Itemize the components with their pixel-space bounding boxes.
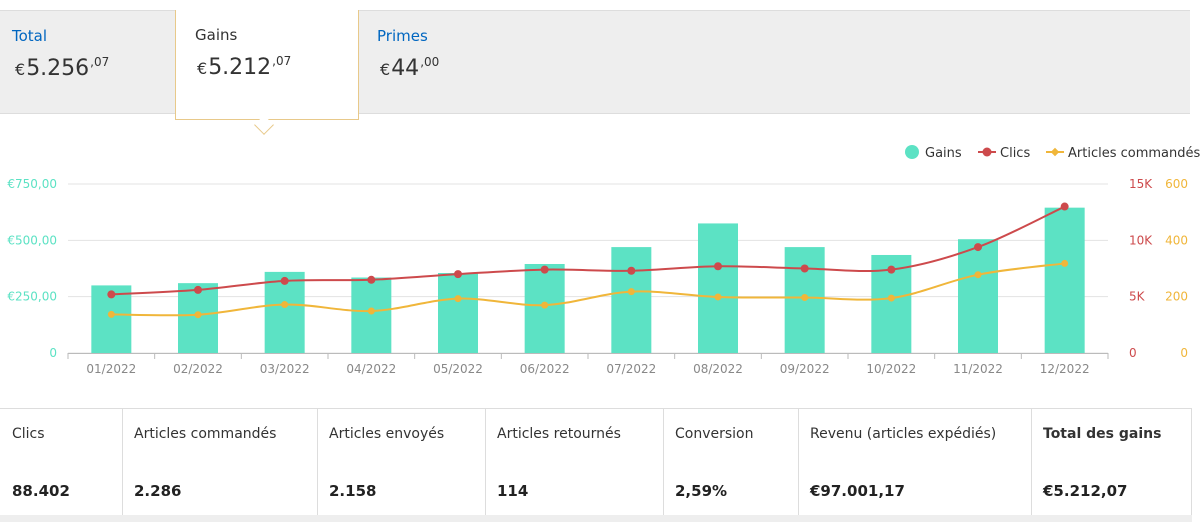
- stat-revenu: Revenu (articles expédiés) €97.001,17: [798, 409, 1032, 515]
- x-tick-label: 11/2022: [953, 362, 1003, 376]
- bottom-strip: [0, 515, 1192, 522]
- x-tick-label: 07/2022: [606, 362, 656, 376]
- articles-point: [801, 294, 809, 302]
- stat-articles-retournes: Articles retournés 114: [485, 409, 664, 515]
- summary-tabs: Total €5.256,07 Gains €5.212,07 Primes €…: [0, 10, 1190, 120]
- gains-bar: [698, 223, 738, 353]
- stat-value: 2.158: [329, 482, 377, 500]
- tab-total-amount: €5.256,07: [15, 55, 110, 81]
- x-tick-label: 05/2022: [433, 362, 483, 376]
- stat-label: Revenu (articles expédiés): [810, 426, 997, 442]
- articles-point: [367, 307, 375, 315]
- clics-point: [194, 285, 202, 294]
- y-tick-label-left: €500,00: [7, 233, 57, 247]
- clics-point: [540, 265, 549, 274]
- y-tick-label-articles: 600: [1165, 177, 1188, 191]
- gains-bar: [611, 247, 652, 353]
- clics-point: [974, 243, 982, 252]
- y-tick-label-clics: 15K: [1129, 177, 1153, 191]
- legend-clics-label: Clics: [1000, 146, 1030, 161]
- stat-label: Articles envoyés: [329, 426, 445, 442]
- stat-value: 114: [497, 482, 529, 500]
- x-tick-label: 08/2022: [693, 362, 743, 376]
- x-tick-label: 03/2022: [260, 362, 310, 376]
- x-tick-label: 09/2022: [780, 362, 830, 376]
- articles-point: [281, 301, 289, 309]
- clics-point: [454, 270, 462, 279]
- y-tick-label-left: €750,00: [7, 177, 57, 191]
- tab-primes-label: Primes: [377, 27, 428, 45]
- gains-bar: [438, 273, 478, 353]
- legend-gains-marker: [905, 145, 919, 159]
- y-tick-label-articles: 400: [1165, 233, 1188, 247]
- y-tick-label-articles: 200: [1165, 290, 1188, 304]
- stat-value: €97.001,17: [810, 482, 905, 500]
- tab-gains-label: Gains: [195, 26, 238, 44]
- tab-gains-amount: €5.212,07: [197, 54, 292, 80]
- x-tick-label: 06/2022: [520, 362, 570, 376]
- gains-bar: [351, 277, 392, 353]
- clics-point: [800, 264, 809, 273]
- clics-point: [367, 275, 376, 284]
- tab-primes[interactable]: Primes €44,00: [365, 11, 535, 113]
- stats-row: Clics 88.402 Articles commandés 2.286 Ar…: [0, 408, 1192, 516]
- articles-point: [627, 288, 635, 296]
- y-tick-label-articles: 0: [1180, 346, 1188, 360]
- tab-total-label: Total: [12, 27, 48, 45]
- clics-point: [627, 266, 636, 275]
- x-tick-label: 02/2022: [173, 362, 223, 376]
- gains-bar: [264, 271, 305, 353]
- stat-label: Articles retournés: [497, 426, 621, 442]
- tab-gains[interactable]: Gains €5.212,07: [175, 10, 359, 120]
- clics-point: [887, 265, 896, 274]
- x-tick-label: 12/2022: [1040, 362, 1090, 376]
- clics-line: [111, 205, 1066, 296]
- articles-point: [194, 311, 202, 319]
- stat-value: €5.212,07: [1043, 482, 1128, 500]
- clics-point: [714, 262, 722, 271]
- legend-articles-label: Articles commandés: [1068, 146, 1200, 161]
- gains-bar: [958, 239, 998, 353]
- stat-conversion: Conversion 2,59%: [663, 409, 799, 515]
- stat-label: Conversion: [675, 426, 754, 442]
- legend-gains-label: Gains: [925, 146, 962, 161]
- articles-point: [714, 293, 722, 301]
- stat-total-gains: Total des gains €5.212,07: [1031, 409, 1192, 515]
- legend-clics-marker: [982, 147, 992, 157]
- y-tick-label-clics: 10K: [1129, 233, 1153, 247]
- tab-primes-amount: €44,00: [380, 55, 440, 81]
- articles-line: [111, 262, 1065, 317]
- stat-label: Articles commandés: [134, 426, 277, 442]
- gains-bar: [1044, 207, 1085, 353]
- articles-point: [1061, 259, 1069, 267]
- clics-point: [1060, 202, 1069, 211]
- y-tick-label-clics: 0: [1129, 346, 1137, 360]
- x-tick-label: 01/2022: [86, 362, 136, 376]
- stat-label: Clics: [12, 426, 45, 442]
- stat-value: 2,59%: [675, 482, 728, 500]
- stat-value: 2.286: [134, 482, 182, 500]
- y-tick-label-left: 0: [49, 346, 57, 360]
- articles-point: [541, 301, 549, 309]
- y-tick-label-left: €250,00: [7, 290, 57, 304]
- tab-total[interactable]: Total €5.256,07: [0, 11, 176, 113]
- clics-point: [280, 276, 289, 285]
- stat-articles-commandes: Articles commandés 2.286: [122, 409, 318, 515]
- y-tick-label-clics: 5K: [1129, 290, 1146, 304]
- articles-point: [107, 310, 115, 318]
- stat-value: 88.402: [12, 482, 70, 500]
- articles-point: [887, 294, 895, 302]
- stat-articles-envoyes: Articles envoyés 2.158: [317, 409, 486, 515]
- stat-label: Total des gains: [1043, 426, 1162, 442]
- legend-articles-marker: [1050, 147, 1060, 157]
- x-tick-label: 10/2022: [866, 362, 916, 376]
- articles-point: [454, 295, 462, 303]
- articles-point: [974, 271, 982, 279]
- stat-clics: Clics 88.402: [0, 409, 123, 515]
- earnings-chart: 0 €250,00 €500,00 €750,00 0 5K 10K 15K 0 200 400 60…: [7, 145, 1200, 376]
- clics-point: [107, 290, 116, 299]
- x-tick-label: 04/2022: [346, 362, 396, 376]
